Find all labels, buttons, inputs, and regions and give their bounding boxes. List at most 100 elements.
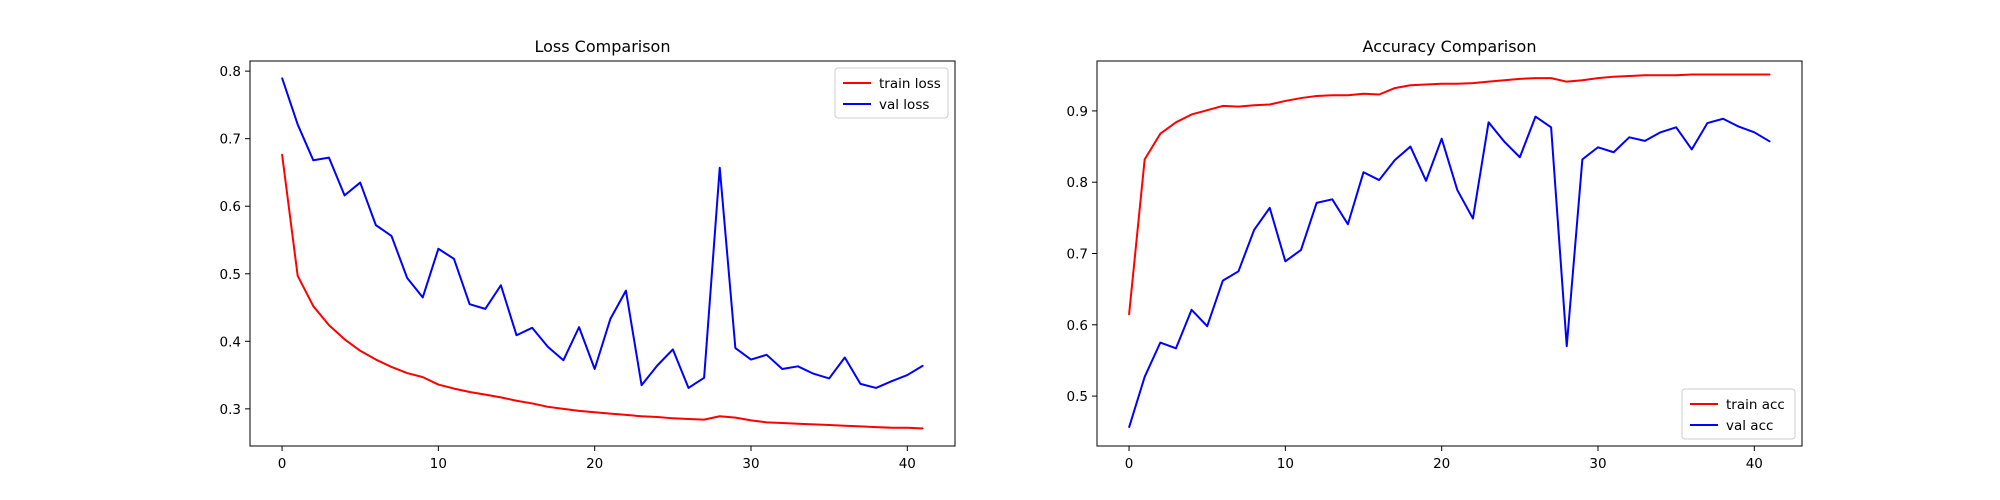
accuracy-chart-legend: train acc val acc <box>1681 388 1796 440</box>
data-point <box>1347 94 1349 96</box>
data-point <box>1769 140 1771 143</box>
data-point <box>828 377 830 380</box>
data-point <box>781 368 783 370</box>
data-point <box>750 419 752 421</box>
data-point <box>1206 109 1208 111</box>
data-point <box>672 417 674 419</box>
data-point <box>484 308 486 310</box>
data-point <box>891 380 893 382</box>
data-point <box>1472 82 1474 84</box>
data-point <box>515 334 518 336</box>
data-point <box>1503 79 1505 81</box>
data-point <box>1472 217 1474 220</box>
data-point <box>844 425 846 427</box>
data-point <box>703 377 705 379</box>
data-point <box>1175 121 1177 123</box>
data-point <box>1269 207 1271 209</box>
y-tick-label: 0.4 <box>220 334 241 350</box>
data-point <box>343 338 346 340</box>
data-point <box>1628 136 1630 138</box>
data-point <box>500 396 502 398</box>
data-point <box>1222 279 1224 282</box>
data-point <box>1519 78 1521 80</box>
loss-legend-box <box>834 67 949 119</box>
data-point <box>1284 100 1286 102</box>
y-tick-label: 0.6 <box>1067 318 1088 334</box>
data-point <box>1237 270 1240 272</box>
data-point <box>797 365 799 367</box>
data-point <box>1722 118 1724 120</box>
data-point <box>609 318 611 320</box>
data-point <box>1409 145 1412 148</box>
data-point <box>1753 73 1755 76</box>
data-point <box>594 411 596 413</box>
data-point <box>297 123 299 126</box>
y-tick-label: 0.9 <box>1067 104 1088 120</box>
data-point <box>1144 376 1146 378</box>
series-line-train-acc <box>1128 73 1770 315</box>
data-point <box>1534 116 1537 118</box>
data-point <box>1425 180 1427 182</box>
data-point <box>766 421 768 423</box>
data-point <box>1144 158 1146 160</box>
data-point <box>1675 126 1677 128</box>
data-point <box>500 284 502 286</box>
data-point <box>422 376 424 378</box>
data-point <box>328 324 330 326</box>
data-point <box>578 326 580 328</box>
data-point <box>844 356 846 359</box>
y-tick-label: 0.6 <box>220 199 241 215</box>
data-point <box>1738 125 1740 128</box>
x-tick-label: 0 <box>1125 456 1134 472</box>
loss-chart-legend: train loss val loss <box>834 67 949 119</box>
legend-label-val-acc: val acc <box>1726 418 1773 434</box>
data-point <box>1628 75 1630 77</box>
data-point <box>1190 113 1193 116</box>
data-point <box>484 394 486 396</box>
data-point <box>515 400 518 402</box>
loss-chart: Loss Comparison 0 10 20 30 40 0.3 0.4 0.5 0.6 0.7… <box>220 37 956 472</box>
data-point <box>1706 73 1709 76</box>
data-point <box>1378 179 1380 181</box>
data-point <box>875 387 877 389</box>
data-point <box>719 415 721 417</box>
data-point <box>1159 342 1161 344</box>
data-point <box>734 417 736 419</box>
data-point <box>1613 76 1615 78</box>
data-point <box>859 383 862 385</box>
data-point <box>656 416 658 418</box>
legend-label-val-loss: val loss <box>879 97 929 113</box>
data-point <box>812 423 815 425</box>
loss-chart-title: Loss Comparison <box>535 37 671 56</box>
y-tick-label: 0.8 <box>1067 175 1088 191</box>
data-point <box>1253 104 1255 106</box>
data-point <box>375 358 377 361</box>
data-point <box>1519 156 1521 158</box>
data-point <box>1316 202 1318 204</box>
data-point <box>1659 131 1662 133</box>
data-point <box>281 77 283 79</box>
data-point <box>1300 97 1302 99</box>
data-point <box>1362 171 1365 173</box>
data-point <box>406 372 408 374</box>
data-point <box>1128 426 1130 429</box>
x-tick-label: 20 <box>1433 456 1450 472</box>
data-point <box>312 305 314 307</box>
y-tick-label: 0.5 <box>1067 389 1088 405</box>
data-point <box>891 427 893 429</box>
y-tick-label: 0.5 <box>220 267 241 283</box>
legend-label-train-loss: train loss <box>879 76 941 92</box>
data-point <box>625 414 627 416</box>
data-point <box>1331 198 1333 200</box>
data-point <box>390 235 393 237</box>
data-point <box>469 391 471 393</box>
x-tick-label: 40 <box>1746 456 1763 472</box>
data-point <box>547 346 549 348</box>
data-point <box>1222 105 1224 107</box>
data-point <box>1456 83 1458 85</box>
x-tick-label: 20 <box>586 456 603 472</box>
accuracy-chart-title: Accuracy Comparison <box>1363 37 1537 56</box>
data-point <box>1613 151 1615 153</box>
x-tick-label: 0 <box>278 456 287 472</box>
